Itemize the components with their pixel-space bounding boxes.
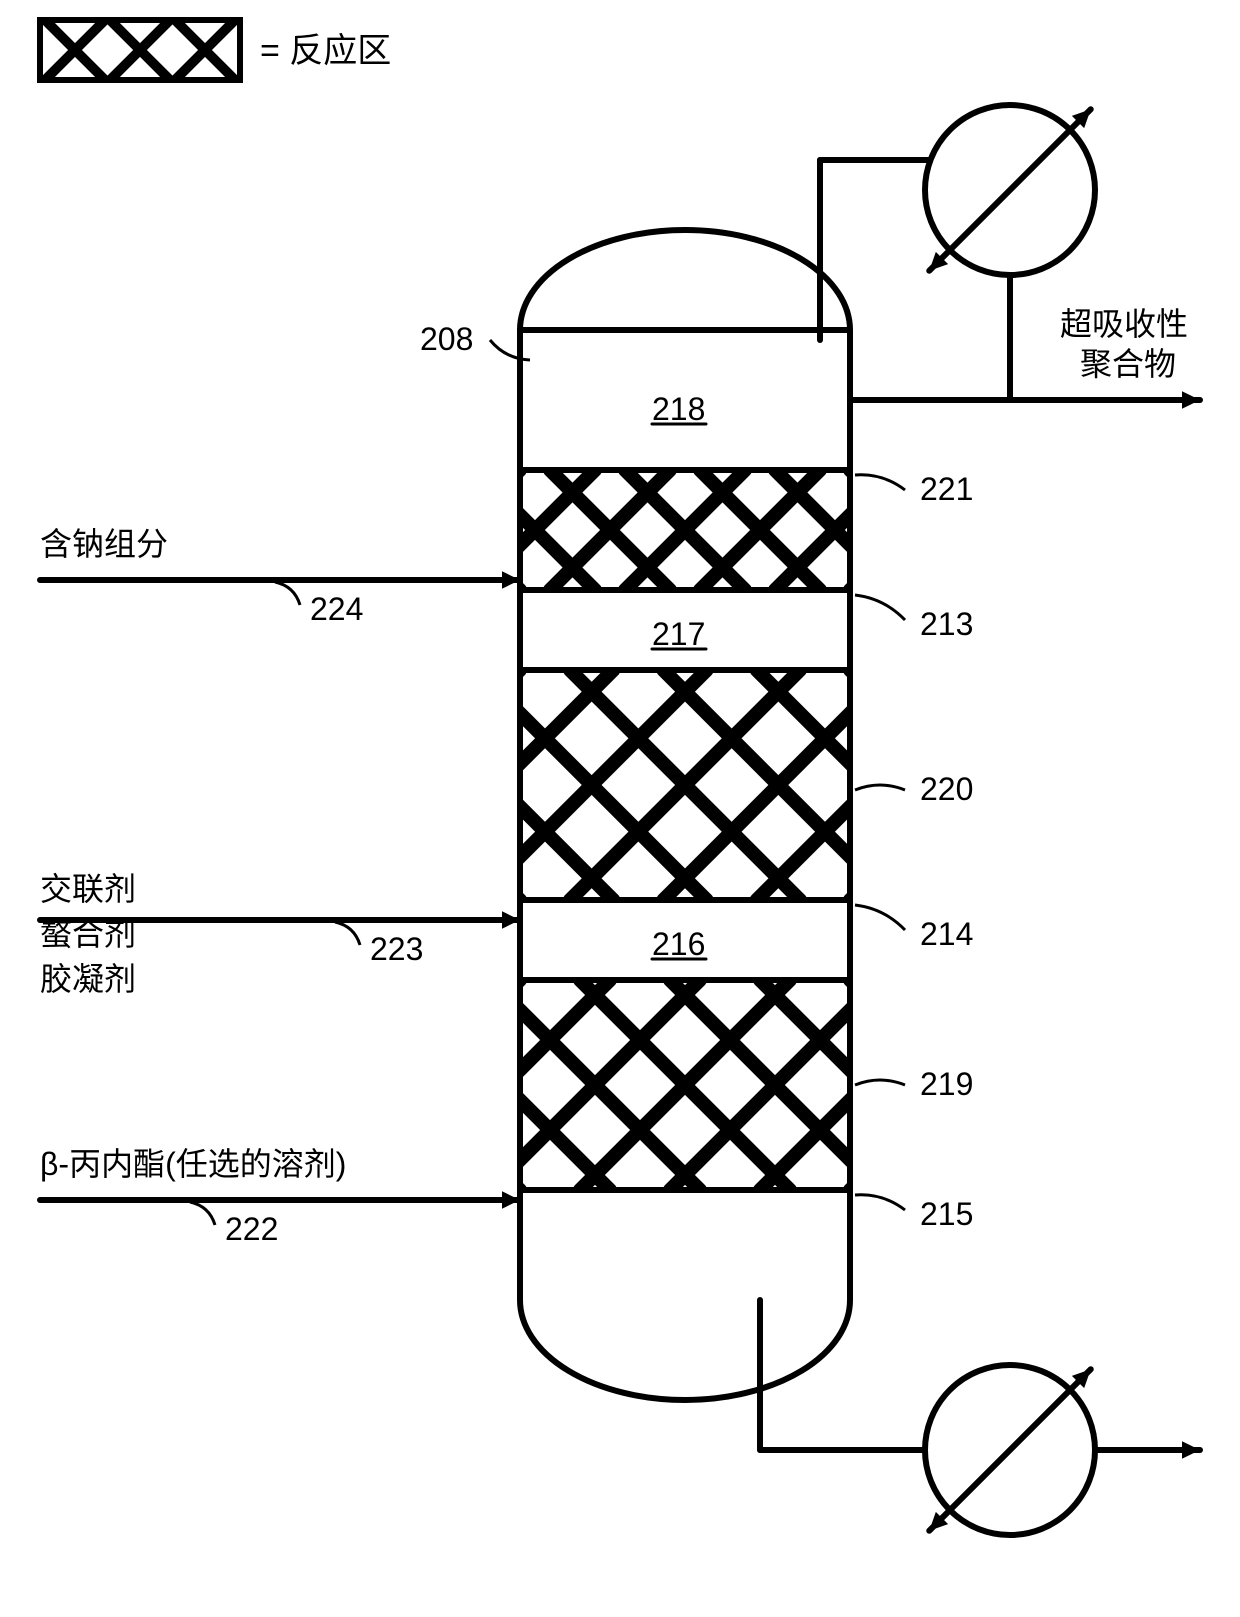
svg-text:208: 208	[420, 321, 473, 357]
svg-text:215: 215	[920, 1196, 973, 1232]
svg-text:221: 221	[920, 471, 973, 507]
svg-text:219: 219	[920, 1066, 973, 1102]
svg-text:超吸收性: 超吸收性	[1060, 306, 1188, 342]
svg-text:213: 213	[920, 606, 973, 642]
svg-text:214: 214	[920, 916, 973, 952]
svg-text:216: 216	[652, 926, 705, 962]
svg-text:220: 220	[920, 771, 973, 807]
svg-text:交联剂: 交联剂	[40, 871, 136, 907]
svg-text:= 反应区: = 反应区	[260, 32, 391, 70]
svg-text:β-丙内酯(任选的溶剂): β-丙内酯(任选的溶剂)	[40, 1146, 346, 1182]
svg-text:222: 222	[225, 1211, 278, 1247]
svg-text:223: 223	[370, 931, 423, 967]
svg-text:218: 218	[652, 391, 705, 427]
svg-text:胶凝剂: 胶凝剂	[40, 961, 136, 997]
svg-text:含钠组分: 含钠组分	[40, 526, 168, 562]
svg-text:聚合物: 聚合物	[1080, 346, 1176, 382]
svg-text:224: 224	[310, 591, 363, 627]
svg-text:217: 217	[652, 616, 705, 652]
